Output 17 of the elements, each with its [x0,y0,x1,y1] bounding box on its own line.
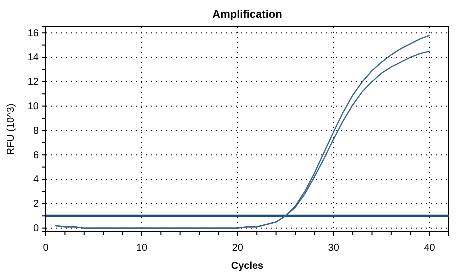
y-tick-label: 0 [33,224,40,235]
y-axis-title: RFU (10^3) [6,104,17,156]
y-tick-label: 14 [28,52,40,64]
y-tick-label: 8 [33,126,40,137]
x-tick-label: 10 [136,243,148,254]
y-tick-label: 2 [33,199,40,210]
y-tick-label: 16 [28,28,40,40]
y-tick-label: 4 [33,174,40,186]
y-tick-label: 12 [28,77,40,88]
y-tick-label: 6 [33,150,40,162]
x-tick-label: 40 [424,243,436,254]
x-axis-title: Cycles [231,261,264,272]
y-tick-label: 10 [28,102,40,113]
x-tick-label: 30 [328,243,340,254]
x-tick-label: 20 [232,243,244,254]
x-tick-label: 0 [43,243,50,254]
chart-title: Amplification [212,9,283,21]
